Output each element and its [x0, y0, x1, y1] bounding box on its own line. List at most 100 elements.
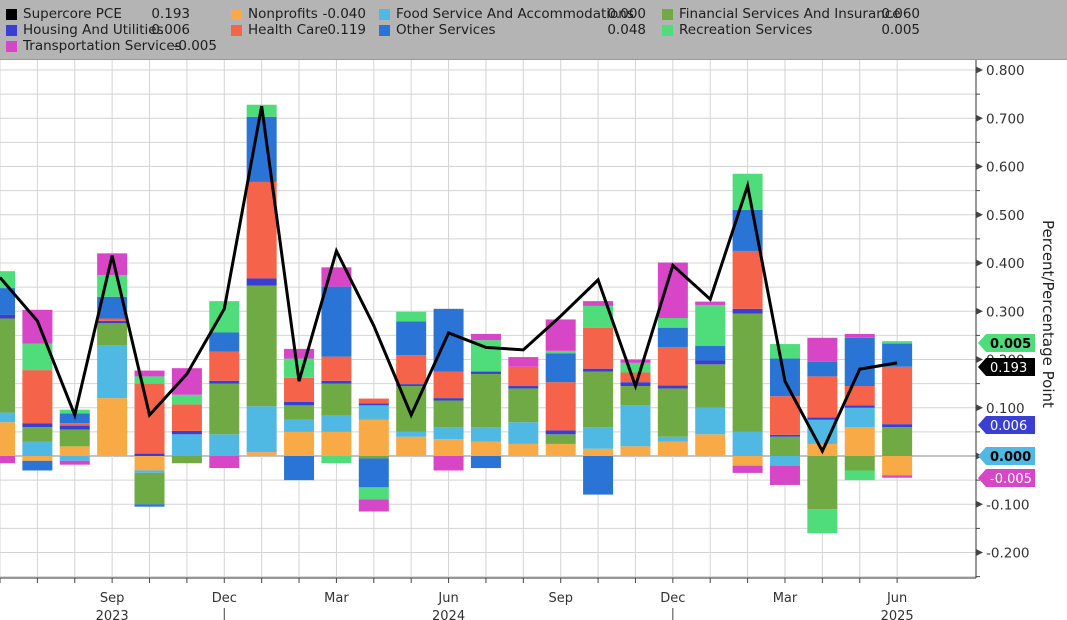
bar-segment-financial-services-and-insurance	[508, 388, 539, 423]
x-tick-year: 2023	[96, 609, 129, 620]
bar-segment-financial-services-and-insurance	[732, 313, 763, 432]
bar-segment-nonprofits	[508, 443, 539, 456]
y-tick-label: 0.600	[986, 160, 1025, 176]
bar-segment-housing-and-utilities	[0, 314, 15, 319]
bar-segment-financial-services-and-insurance	[470, 373, 501, 428]
bar-segment-food-service-and-accommodations	[134, 470, 165, 473]
bar-segment-food-service-and-accommodations	[59, 456, 90, 461]
bar-segment-food-service-and-accommodations	[246, 406, 277, 453]
bar-segment-transportation-services	[695, 301, 726, 305]
bar-segment-health-care	[508, 366, 539, 387]
bar-segment-transportation-services	[59, 460, 90, 465]
bar-segment-housing-and-utilities	[59, 425, 90, 430]
y-tick-arrow	[976, 404, 983, 412]
bar-segment-financial-services-and-insurance	[433, 400, 464, 428]
bar-segment-nonprofits	[321, 431, 352, 456]
bar-segment-other-services	[882, 343, 913, 367]
bar-segment-other-services	[545, 353, 576, 383]
bar-segment-nonprofits	[583, 448, 614, 456]
value-tag-label: -0.005	[990, 472, 1032, 487]
bar-segment-recreation-services	[171, 394, 202, 405]
y-tick-arrow	[976, 356, 983, 363]
bar-segment-recreation-services	[545, 350, 576, 354]
bar-segment-transportation-services	[470, 333, 501, 341]
bar-segment-financial-services-and-insurance	[620, 386, 651, 406]
value-tag: 0.000	[978, 447, 1035, 465]
y-tick-label: 0.500	[986, 208, 1025, 224]
legend-swatch	[662, 9, 673, 20]
bar-segment-financial-services-and-insurance	[284, 405, 315, 420]
bar-segment-transportation-services	[807, 337, 838, 362]
bar-segment-financial-services-and-insurance	[59, 429, 90, 447]
y-tick-arrow	[976, 114, 983, 122]
bar-segment-nonprofits	[284, 431, 315, 456]
bar-segment-nonprofits	[470, 441, 501, 456]
bar-segment-financial-services-and-insurance	[97, 323, 128, 346]
value-tag: 0.193	[978, 358, 1035, 376]
bar-segment-health-care	[545, 382, 576, 431]
chart-legend: Supercore PCE 0.193 Nonprofits -0.040 Food S…	[0, 0, 1067, 60]
legend-value: 0.006	[151, 22, 190, 38]
bar-segment-nonprofits	[844, 427, 875, 456]
bar-segment-transportation-services	[508, 357, 539, 367]
legend-label: Supercore PCE	[23, 6, 122, 22]
bar-segment-other-services	[22, 460, 53, 471]
bar-segment-housing-and-utilities	[807, 417, 838, 420]
legend-value: 0.193	[151, 6, 190, 22]
bar-segment-financial-services-and-insurance	[0, 318, 15, 413]
value-tag-label: 0.000	[990, 450, 1031, 465]
value-tag: 0.005	[978, 334, 1035, 352]
bar-segment-nonprofits	[59, 446, 90, 456]
bar-segment-transportation-services	[882, 475, 913, 478]
x-axis: Sep 2023 Dec Mar Jun 2024 Sep Dec Mar Jun 2025	[0, 578, 914, 620]
legend-swatch	[231, 9, 242, 20]
value-tag-bg	[978, 358, 1035, 376]
bar-segment-health-care	[246, 181, 277, 279]
bar-segment-food-service-and-accommodations	[209, 434, 240, 456]
legend-label: Transportation Services	[23, 38, 182, 54]
bar-segment-transportation-services	[433, 456, 464, 471]
bar-segment-nonprofits	[433, 439, 464, 456]
bar-segment-food-service-and-accommodations	[433, 427, 464, 440]
bar-segment-health-care	[583, 327, 614, 369]
bar-segment-health-care	[396, 355, 427, 385]
bar-segment-other-services	[246, 116, 277, 182]
bar-segment-other-services	[470, 456, 501, 469]
bar-segment-financial-services-and-insurance	[171, 456, 202, 464]
legend-label: Financial Services And Insurance	[679, 6, 901, 22]
bar-segment-food-service-and-accommodations	[732, 431, 763, 456]
bar-segment-recreation-services	[134, 376, 165, 384]
bar-segment-food-service-and-accommodations	[769, 456, 800, 466]
bar-segment-nonprofits	[732, 456, 763, 466]
x-tick-month: Mar	[324, 591, 349, 606]
bar-segment-food-service-and-accommodations	[321, 414, 352, 432]
bar-segment-housing-and-utilities	[657, 385, 688, 389]
legend-value: 0.119	[327, 22, 366, 38]
bar-segment-nonprofits	[882, 456, 913, 476]
bar-segment-other-services	[284, 456, 315, 481]
bar-segment-health-care	[807, 376, 838, 418]
y-tick-arrow	[976, 500, 983, 508]
bar-segment-food-service-and-accommodations	[396, 431, 427, 437]
bar-segment-recreation-services	[620, 362, 651, 373]
y-tick-arrow	[976, 259, 983, 267]
bar-segment-food-service-and-accommodations	[695, 407, 726, 435]
y-tick-label: 0.700	[986, 111, 1025, 127]
legend-swatch	[379, 25, 390, 36]
bar-segment-transportation-services	[97, 253, 128, 276]
bar-segment-other-services	[433, 308, 464, 372]
legend-value: 0.060	[881, 6, 920, 22]
bar-segment-other-services	[695, 345, 726, 361]
value-tag-bg	[978, 334, 1035, 352]
value-tag-label: 0.193	[990, 361, 1027, 376]
bar-segment-financial-services-and-insurance	[545, 434, 576, 444]
bar-segment-housing-and-utilities	[695, 360, 726, 365]
bar-segment-recreation-services	[358, 487, 389, 500]
bar-segment-financial-services-and-insurance	[321, 383, 352, 415]
legend-value: 0.005	[881, 22, 920, 38]
bar-segment-housing-and-utilities	[583, 368, 614, 372]
bar-segment-nonprofits	[657, 441, 688, 456]
bar-segment-health-care	[284, 377, 315, 402]
bar-segment-other-services	[358, 458, 389, 488]
x-tick-month: Mar	[773, 591, 798, 606]
